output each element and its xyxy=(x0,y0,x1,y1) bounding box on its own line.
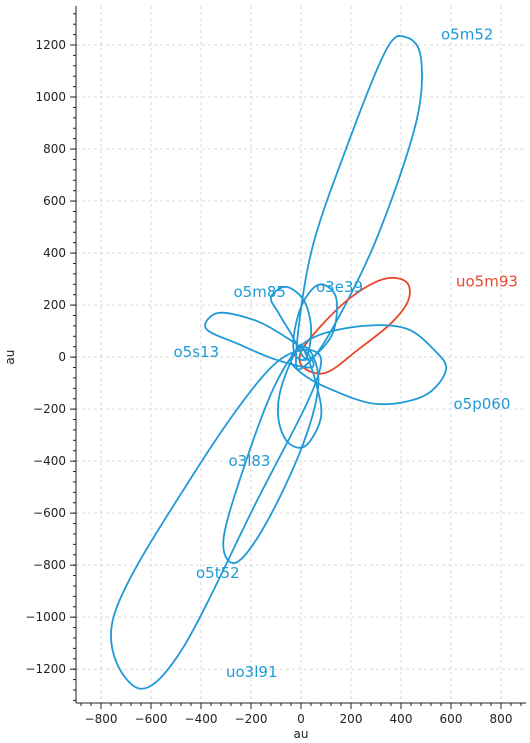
y-tick-label: 200 xyxy=(43,298,66,312)
orbit-label-uo5m93: uo5m93 xyxy=(456,273,518,291)
x-tick-label: 800 xyxy=(490,712,513,726)
x-tick-label: −800 xyxy=(85,712,118,726)
x-tick-label: −200 xyxy=(235,712,268,726)
orbit-label-o5p060: o5p060 xyxy=(454,395,511,413)
orbit-label-o5t52: o5t52 xyxy=(196,564,240,582)
orbit-o5m52 xyxy=(295,34,424,371)
x-tick-label: 200 xyxy=(340,712,363,726)
y-tick-label: −400 xyxy=(33,454,66,468)
y-tick-label: 1000 xyxy=(35,90,66,104)
x-tick-label: 400 xyxy=(390,712,413,726)
orbit-o3e39 xyxy=(292,283,338,361)
y-tick-label: 400 xyxy=(43,246,66,260)
y-tick-label: −1000 xyxy=(25,610,66,624)
x-tick-label: −600 xyxy=(135,712,168,726)
y-tick-label: −200 xyxy=(33,402,66,416)
orbit-label-o5s13: o5s13 xyxy=(174,343,220,361)
x-axis-title: au xyxy=(294,727,309,741)
orbit-o5t52 xyxy=(222,345,320,564)
orbit-o5m85 xyxy=(269,286,313,360)
x-tick-label: −400 xyxy=(185,712,218,726)
y-axis-title: au xyxy=(3,350,17,365)
y-tick-label: 800 xyxy=(43,142,66,156)
y-tick-label: −600 xyxy=(33,506,66,520)
y-tick-label: 0 xyxy=(58,350,66,364)
orbit-label-uo3l91: uo3l91 xyxy=(226,663,277,681)
orbit-series xyxy=(110,34,448,690)
y-tick-label: −800 xyxy=(33,558,66,572)
y-tick-label: −1200 xyxy=(25,662,66,676)
x-tick-label: 600 xyxy=(440,712,463,726)
orbit-uo3l91 xyxy=(110,349,323,690)
orbit-label-o5m52: o5m52 xyxy=(441,26,493,44)
axes: −800 −600 −400 −200 0 200 400 600 800 −1200 −1000 −… xyxy=(25,6,526,726)
y-tick-label: 600 xyxy=(43,194,66,208)
orbit-label-o3e39: o3e39 xyxy=(316,278,363,296)
orbit-labels: o5m52 uo5m93 o5p060 o3e39 o5m85 o5s13 o3l83 o5t… xyxy=(174,26,518,681)
x-tick-label: 0 xyxy=(297,712,305,726)
orbit-label-o3l83: o3l83 xyxy=(229,452,271,470)
orbit-label-o5m85: o5m85 xyxy=(234,283,286,301)
orbit-o3l83 xyxy=(276,343,323,449)
y-tick-label: 1200 xyxy=(35,38,66,52)
